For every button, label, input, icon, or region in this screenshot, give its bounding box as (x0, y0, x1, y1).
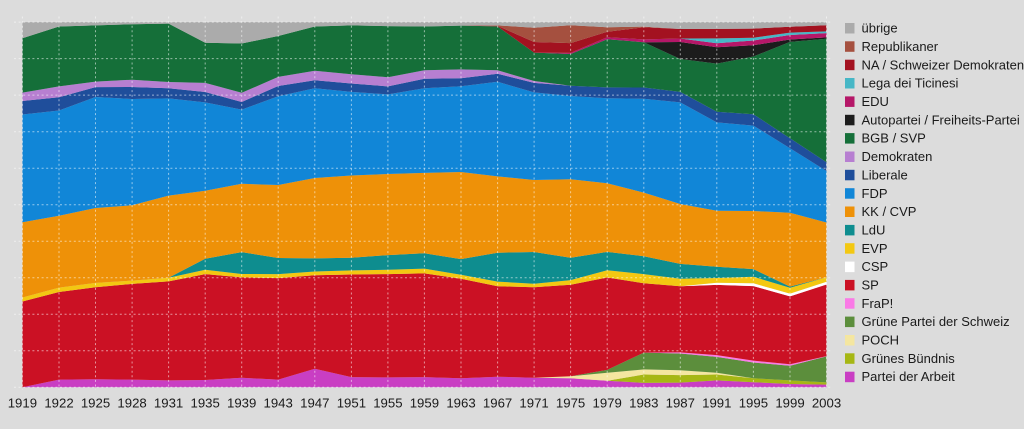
svg-text:1922: 1922 (44, 396, 73, 411)
svg-text:FDP: FDP (862, 186, 888, 201)
svg-text:BGB / SVP: BGB / SVP (862, 131, 926, 146)
svg-text:1928: 1928 (117, 396, 146, 411)
svg-text:1931: 1931 (154, 396, 183, 411)
svg-text:NA / Schweizer Demokraten: NA / Schweizer Demokraten (862, 57, 1024, 72)
svg-text:1919: 1919 (8, 396, 37, 411)
svg-text:1925: 1925 (81, 396, 110, 411)
svg-text:EVP: EVP (862, 241, 888, 256)
svg-text:1967: 1967 (483, 396, 512, 411)
svg-text:2003: 2003 (812, 396, 841, 411)
svg-text:übrige: übrige (862, 21, 898, 36)
svg-text:Partei der Arbeit: Partei der Arbeit (862, 369, 956, 384)
svg-text:1959: 1959 (410, 396, 439, 411)
svg-text:1939: 1939 (227, 396, 256, 411)
svg-text:Grüne Partei der Schweiz: Grüne Partei der Schweiz (862, 314, 1010, 329)
svg-text:POCH: POCH (862, 333, 900, 348)
svg-text:1987: 1987 (666, 396, 695, 411)
svg-text:Liberale: Liberale (862, 167, 908, 182)
svg-text:1963: 1963 (446, 396, 475, 411)
svg-text:1971: 1971 (519, 396, 548, 411)
svg-text:Republikaner: Republikaner (862, 39, 939, 54)
svg-text:FraP!: FraP! (862, 296, 894, 311)
svg-text:CSP: CSP (862, 259, 889, 274)
svg-text:1983: 1983 (629, 396, 658, 411)
svg-text:LdU: LdU (862, 223, 886, 238)
svg-text:1979: 1979 (593, 396, 622, 411)
svg-text:KK / CVP: KK / CVP (862, 204, 917, 219)
svg-text:1991: 1991 (702, 396, 731, 411)
svg-text:1935: 1935 (191, 396, 220, 411)
svg-text:1975: 1975 (556, 396, 585, 411)
svg-text:1999: 1999 (775, 396, 804, 411)
svg-text:1955: 1955 (373, 396, 402, 411)
svg-text:1995: 1995 (739, 396, 768, 411)
svg-text:EDU: EDU (862, 94, 889, 109)
svg-text:SP: SP (862, 278, 879, 293)
svg-text:Lega dei Ticinesi: Lega dei Ticinesi (862, 76, 959, 91)
svg-text:1943: 1943 (264, 396, 293, 411)
svg-text:1951: 1951 (337, 396, 366, 411)
svg-text:Grünes Bündnis: Grünes Bündnis (862, 351, 956, 366)
svg-text:1947: 1947 (300, 396, 329, 411)
svg-text:Demokraten: Demokraten (862, 149, 933, 164)
svg-text:Autopartei / Freiheits-Partei: Autopartei / Freiheits-Partei (862, 112, 1020, 127)
